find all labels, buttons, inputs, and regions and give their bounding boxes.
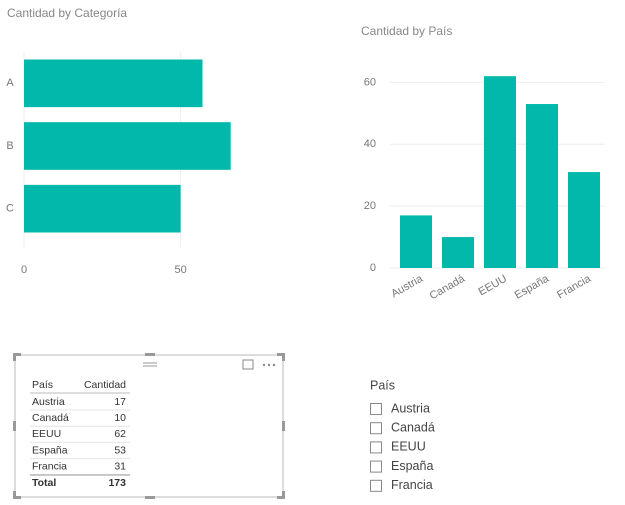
frame-handles: [13, 353, 285, 499]
y-tick-label: C: [6, 203, 14, 215]
table-header: Cantidad: [84, 379, 126, 391]
chart-title: Cantidad by Categoría: [7, 6, 127, 20]
table-cell: 53: [114, 444, 126, 456]
y-tick-label: 0: [370, 262, 376, 274]
table-total: 173: [108, 477, 126, 489]
y-tick-label: A: [6, 77, 14, 89]
x-tick-label: 0: [21, 264, 27, 276]
bar[interactable]: [442, 237, 474, 268]
y-tick-label: B: [6, 140, 13, 152]
slicer-title: País: [370, 378, 395, 392]
bar[interactable]: [24, 122, 231, 170]
table-cell: 62: [114, 428, 126, 440]
bar[interactable]: [568, 172, 600, 268]
bar[interactable]: [484, 76, 516, 268]
slicer-item[interactable]: EEUU: [391, 440, 426, 454]
table-cell: Francia: [32, 461, 67, 473]
x-tick-label: España: [513, 272, 552, 301]
chart-title: Cantidad by País: [361, 24, 452, 38]
table-cell: 31: [114, 461, 126, 473]
more-icon[interactable]: [262, 363, 276, 367]
x-tick-label: Francia: [555, 272, 594, 301]
checkbox[interactable]: [370, 422, 382, 435]
y-tick-label: 40: [364, 138, 376, 150]
bar[interactable]: [24, 59, 203, 108]
slicer-item[interactable]: Canadá: [391, 420, 435, 434]
checkbox[interactable]: [370, 441, 382, 454]
table-cell: 10: [114, 412, 126, 424]
slicer-item[interactable]: Austria: [391, 401, 430, 415]
checkbox[interactable]: [370, 460, 382, 473]
x-tick-label: 50: [174, 264, 186, 276]
bar[interactable]: [24, 184, 181, 233]
y-tick-label: 20: [364, 200, 376, 212]
focus-icon[interactable]: [242, 359, 254, 370]
table-cell: Canadá: [32, 412, 69, 424]
x-tick-label: EEUU: [476, 273, 509, 299]
slicer-item[interactable]: Francia: [391, 478, 433, 492]
bar[interactable]: [400, 215, 432, 268]
drag-grip[interactable]: [143, 362, 157, 367]
x-tick-label: Austria: [389, 272, 425, 300]
checkbox[interactable]: [370, 403, 382, 415]
y-tick-label: 60: [364, 76, 376, 88]
x-tick-label: Canadá: [428, 272, 468, 302]
bar[interactable]: [526, 104, 558, 268]
table-cell: EEUU: [32, 428, 61, 440]
checkbox[interactable]: [370, 479, 382, 492]
table-cell: 17: [114, 396, 126, 408]
table-cell: Austria: [32, 396, 65, 408]
table-cell: España: [32, 444, 68, 456]
slicer-item[interactable]: España: [391, 459, 433, 473]
table-header: País: [32, 379, 53, 391]
table-total: Total: [32, 477, 56, 489]
